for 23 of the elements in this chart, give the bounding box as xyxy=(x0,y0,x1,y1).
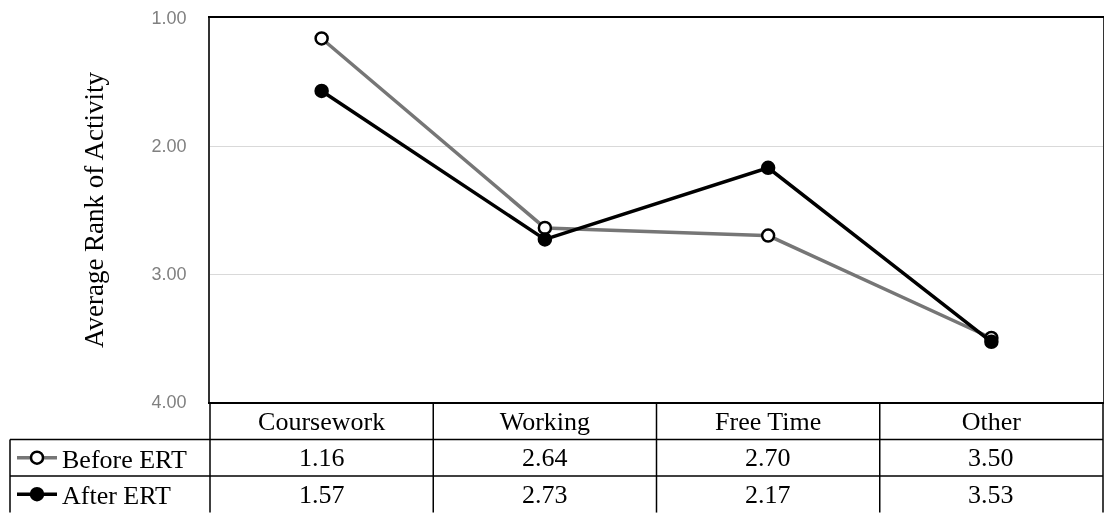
y-tick-label: 1.00 xyxy=(151,8,187,29)
data-label: 1.57 xyxy=(299,480,345,509)
data-label: 2.70 xyxy=(745,443,791,472)
point xyxy=(760,160,776,175)
x-tick-label: Working xyxy=(499,406,591,436)
y-axis-title: Average Rank of Activity xyxy=(79,71,110,349)
data-label: 1.16 xyxy=(299,443,345,472)
data-label: 2.64 xyxy=(522,443,568,472)
data-label: 2.17 xyxy=(745,480,791,509)
point xyxy=(314,83,329,99)
data-label: 3.50 xyxy=(968,443,1014,472)
x-tick-label: Coursework xyxy=(258,406,386,436)
point xyxy=(537,232,553,247)
y-tick-label: 4.00 xyxy=(151,392,187,413)
x-tick-label: Other xyxy=(961,406,1022,436)
data-label: 2.73 xyxy=(522,480,568,509)
data-label: 3.53 xyxy=(968,480,1014,509)
x-tick-label: Free Time xyxy=(715,406,822,436)
y-tick-label: 3.00 xyxy=(151,264,187,285)
legend-label: Before ERT xyxy=(62,444,187,474)
point xyxy=(984,334,999,350)
legend-label: After ERT xyxy=(62,481,172,511)
y-tick-label: 2.00 xyxy=(151,136,187,157)
